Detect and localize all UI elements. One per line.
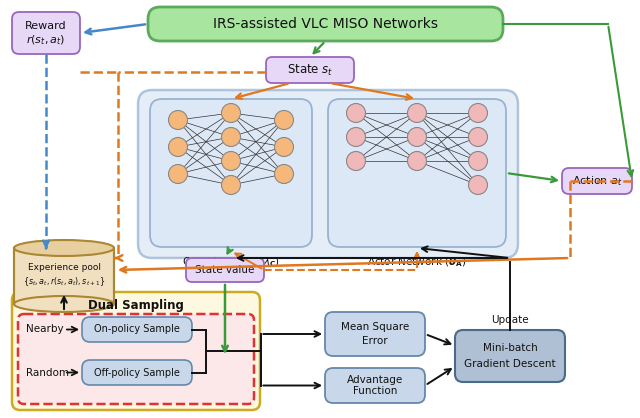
- Circle shape: [408, 127, 426, 146]
- Text: Experience pool: Experience pool: [28, 263, 100, 273]
- Text: Nearby: Nearby: [26, 324, 63, 334]
- Circle shape: [346, 104, 365, 122]
- FancyBboxPatch shape: [266, 57, 354, 83]
- FancyBboxPatch shape: [455, 330, 565, 382]
- Circle shape: [221, 151, 241, 171]
- Circle shape: [346, 127, 365, 146]
- Text: Reward: Reward: [25, 21, 67, 31]
- Circle shape: [221, 176, 241, 194]
- FancyBboxPatch shape: [138, 90, 518, 258]
- Circle shape: [168, 110, 188, 130]
- Circle shape: [468, 176, 488, 194]
- Circle shape: [346, 151, 365, 171]
- Text: Off-policy Sample: Off-policy Sample: [94, 367, 180, 377]
- Circle shape: [275, 165, 294, 184]
- Text: Gradient Descent: Gradient Descent: [464, 359, 556, 369]
- Circle shape: [468, 127, 488, 146]
- FancyBboxPatch shape: [82, 360, 192, 385]
- FancyBboxPatch shape: [328, 99, 506, 247]
- Text: State $s_t$: State $s_t$: [287, 62, 333, 78]
- Circle shape: [408, 104, 426, 122]
- Text: Critic Network ($\lambda_\mathbf{C}$): Critic Network ($\lambda_\mathbf{C}$): [182, 255, 280, 269]
- Circle shape: [468, 151, 488, 171]
- FancyBboxPatch shape: [325, 312, 425, 356]
- FancyBboxPatch shape: [12, 292, 260, 410]
- Circle shape: [221, 104, 241, 122]
- FancyBboxPatch shape: [82, 317, 192, 342]
- Circle shape: [275, 138, 294, 156]
- FancyBboxPatch shape: [14, 248, 114, 304]
- Text: State value: State value: [195, 265, 255, 275]
- FancyBboxPatch shape: [325, 368, 425, 403]
- Text: Error: Error: [362, 336, 388, 346]
- FancyBboxPatch shape: [150, 99, 312, 247]
- FancyBboxPatch shape: [562, 168, 632, 194]
- Text: $\{s_t,a_t,r(s_t,a_t),s_{t+1}\}$: $\{s_t,a_t,r(s_t,a_t),s_{t+1}\}$: [23, 275, 105, 288]
- Text: Actor Network ($\boldsymbol{\theta}_\mathbf{A}$): Actor Network ($\boldsymbol{\theta}_\mat…: [367, 255, 467, 269]
- Text: Dual Sampling: Dual Sampling: [88, 298, 184, 311]
- FancyBboxPatch shape: [186, 258, 264, 282]
- FancyBboxPatch shape: [12, 12, 80, 54]
- Text: Advantage
Function: Advantage Function: [347, 375, 403, 396]
- Text: Random: Random: [26, 367, 69, 377]
- Circle shape: [468, 104, 488, 122]
- Text: On-policy Sample: On-policy Sample: [94, 324, 180, 334]
- FancyBboxPatch shape: [148, 7, 503, 41]
- Circle shape: [221, 127, 241, 146]
- Ellipse shape: [14, 296, 114, 312]
- Circle shape: [168, 165, 188, 184]
- Text: IRS-assisted VLC MISO Networks: IRS-assisted VLC MISO Networks: [213, 17, 438, 31]
- Text: Action $a_t$: Action $a_t$: [572, 174, 622, 188]
- Text: Update: Update: [491, 315, 529, 325]
- Circle shape: [408, 151, 426, 171]
- Text: $r(s_t,a_t)$: $r(s_t,a_t)$: [26, 33, 66, 47]
- Circle shape: [168, 138, 188, 156]
- Ellipse shape: [14, 240, 114, 256]
- Text: Mean Square: Mean Square: [341, 322, 409, 332]
- Text: Mini-batch: Mini-batch: [483, 343, 538, 353]
- FancyBboxPatch shape: [18, 314, 254, 404]
- Circle shape: [275, 110, 294, 130]
